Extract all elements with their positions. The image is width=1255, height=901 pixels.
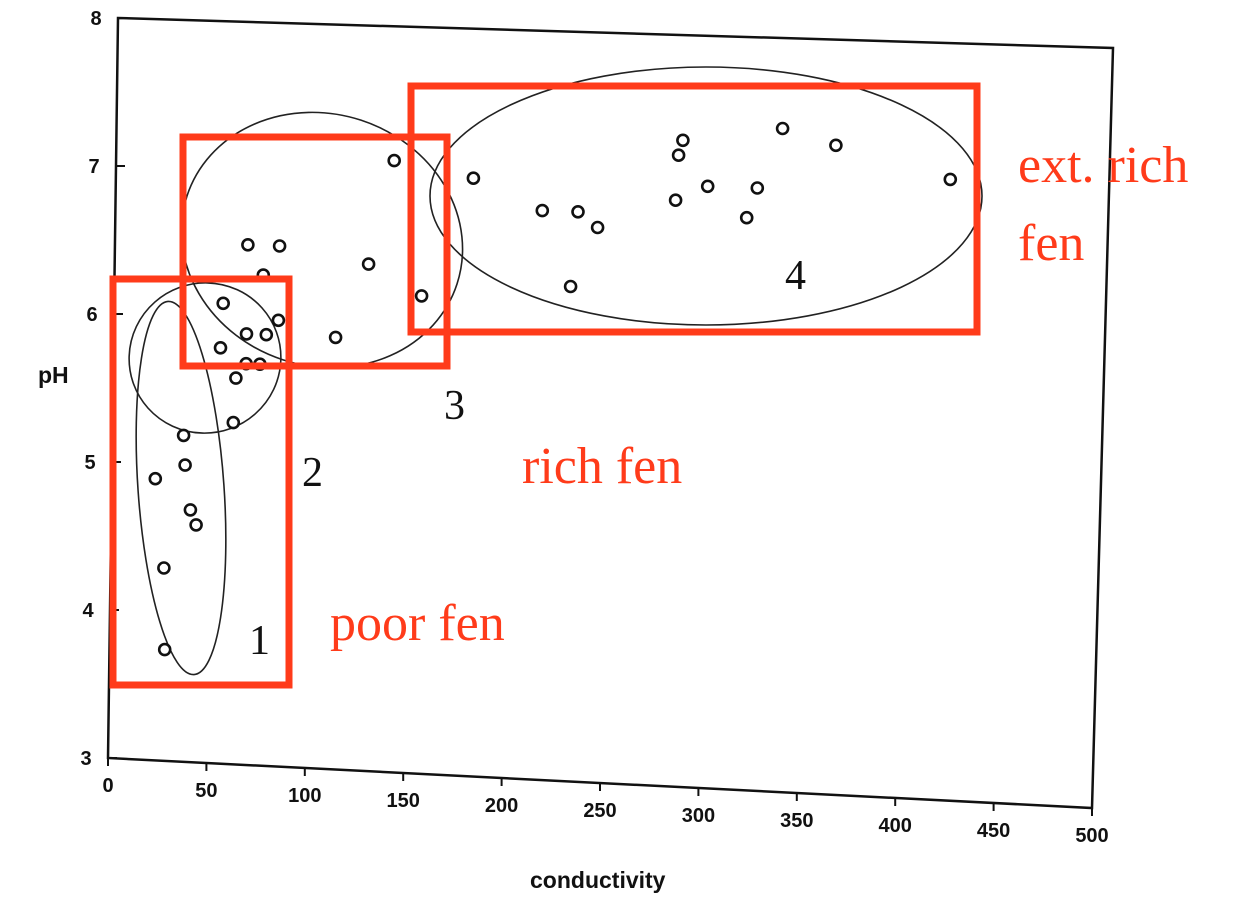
data-point: [535, 203, 550, 218]
data-point: [239, 327, 254, 341]
data-point: [157, 642, 172, 657]
y-tick-label: 3: [80, 748, 91, 770]
x-tick-label: 150: [387, 790, 420, 812]
x-tick-label: 250: [583, 800, 616, 822]
rich-fen-box: [179, 133, 451, 370]
x-tick-label: 400: [879, 815, 912, 837]
x-tick-label: 50: [195, 780, 217, 802]
y-axis-title: pH: [38, 362, 69, 388]
data-point: [189, 518, 203, 532]
x-tick-label: 100: [288, 785, 321, 807]
data-point: [176, 428, 191, 443]
x-tick-label: 300: [682, 805, 715, 827]
data-point: [414, 289, 429, 303]
data-point: [775, 121, 790, 136]
y-tick-label: 4: [82, 600, 94, 622]
cluster-label-3: 3: [444, 383, 465, 429]
y-tick-label: 7: [88, 156, 99, 178]
data-point: [241, 238, 255, 252]
data-point: [272, 239, 287, 253]
data-point: [590, 220, 605, 235]
data-point: [361, 257, 376, 271]
highlight-boxes: [109, 82, 981, 689]
data-point: [213, 340, 228, 355]
ext-rich-fen-label-line1: ext. rich: [1018, 137, 1188, 194]
x-tick-label: 450: [977, 820, 1010, 842]
data-point: [271, 313, 286, 328]
data-point: [943, 172, 958, 187]
data-point: [739, 210, 754, 225]
cluster-label-1: 1: [249, 618, 270, 664]
y-tick-label: 6: [86, 304, 97, 326]
rich-fen-label: rich fen: [522, 438, 682, 495]
data-point: [829, 138, 843, 153]
x-tick-label: 350: [780, 810, 813, 832]
x-axis-title: conductivity: [530, 867, 666, 893]
data-point: [259, 327, 274, 342]
data-point: [216, 296, 230, 311]
y-axis-ticks: 3 4 5 6 7 8: [80, 8, 127, 770]
poor-fen-box: [109, 275, 293, 689]
data-point: [700, 179, 715, 194]
x-tick-label: 0: [102, 775, 113, 797]
ext-rich-fen-box: [407, 82, 981, 336]
data-point: [466, 171, 481, 185]
data-point: [671, 148, 686, 162]
cluster-4-ellipse: [429, 66, 983, 326]
cluster-2-ellipse: [128, 282, 282, 434]
data-point: [229, 371, 243, 385]
data-point: [387, 153, 402, 168]
x-tick-label: 500: [1075, 825, 1108, 847]
data-points: [148, 121, 958, 657]
cluster-1-ellipse: [135, 300, 227, 676]
data-point: [183, 503, 198, 517]
cluster-label-4: 4: [785, 253, 806, 299]
data-point: [750, 181, 765, 195]
y-tick-label: 8: [90, 8, 101, 30]
data-point: [148, 471, 163, 486]
x-axis-ticks: 0 50 100 150 200 250 300 350 400 450 500: [102, 758, 1109, 847]
ext-rich-fen-label-line2: fen: [1018, 215, 1084, 272]
data-point: [668, 193, 683, 207]
cluster-3-ellipse: [180, 111, 464, 369]
data-point: [571, 205, 585, 219]
data-point: [676, 133, 690, 148]
data-point: [157, 561, 171, 575]
cluster-label-2: 2: [302, 450, 323, 496]
data-point: [178, 458, 192, 472]
data-point: [226, 415, 241, 430]
x-tick-label: 200: [485, 795, 518, 817]
data-point: [563, 279, 578, 294]
y-tick-label: 5: [84, 452, 95, 474]
poor-fen-label: poor fen: [330, 595, 505, 652]
data-point: [328, 330, 343, 345]
